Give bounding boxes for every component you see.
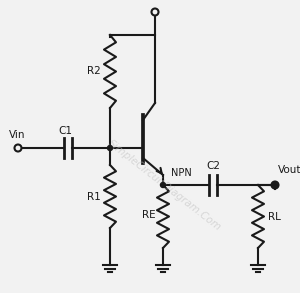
Text: C2: C2 xyxy=(206,161,220,171)
Circle shape xyxy=(160,183,166,188)
Text: NPN: NPN xyxy=(171,168,192,178)
Text: Vin: Vin xyxy=(9,130,25,140)
Circle shape xyxy=(272,183,278,188)
Text: R2: R2 xyxy=(87,67,101,76)
Circle shape xyxy=(107,146,112,151)
Text: C1: C1 xyxy=(58,126,72,136)
Text: SimpleCircuitDiagram.Com: SimpleCircuitDiagram.Com xyxy=(106,138,224,232)
Text: RE: RE xyxy=(142,209,156,219)
Text: R1: R1 xyxy=(87,192,101,202)
Text: RL: RL xyxy=(268,212,281,222)
Text: Vout: Vout xyxy=(278,165,300,175)
